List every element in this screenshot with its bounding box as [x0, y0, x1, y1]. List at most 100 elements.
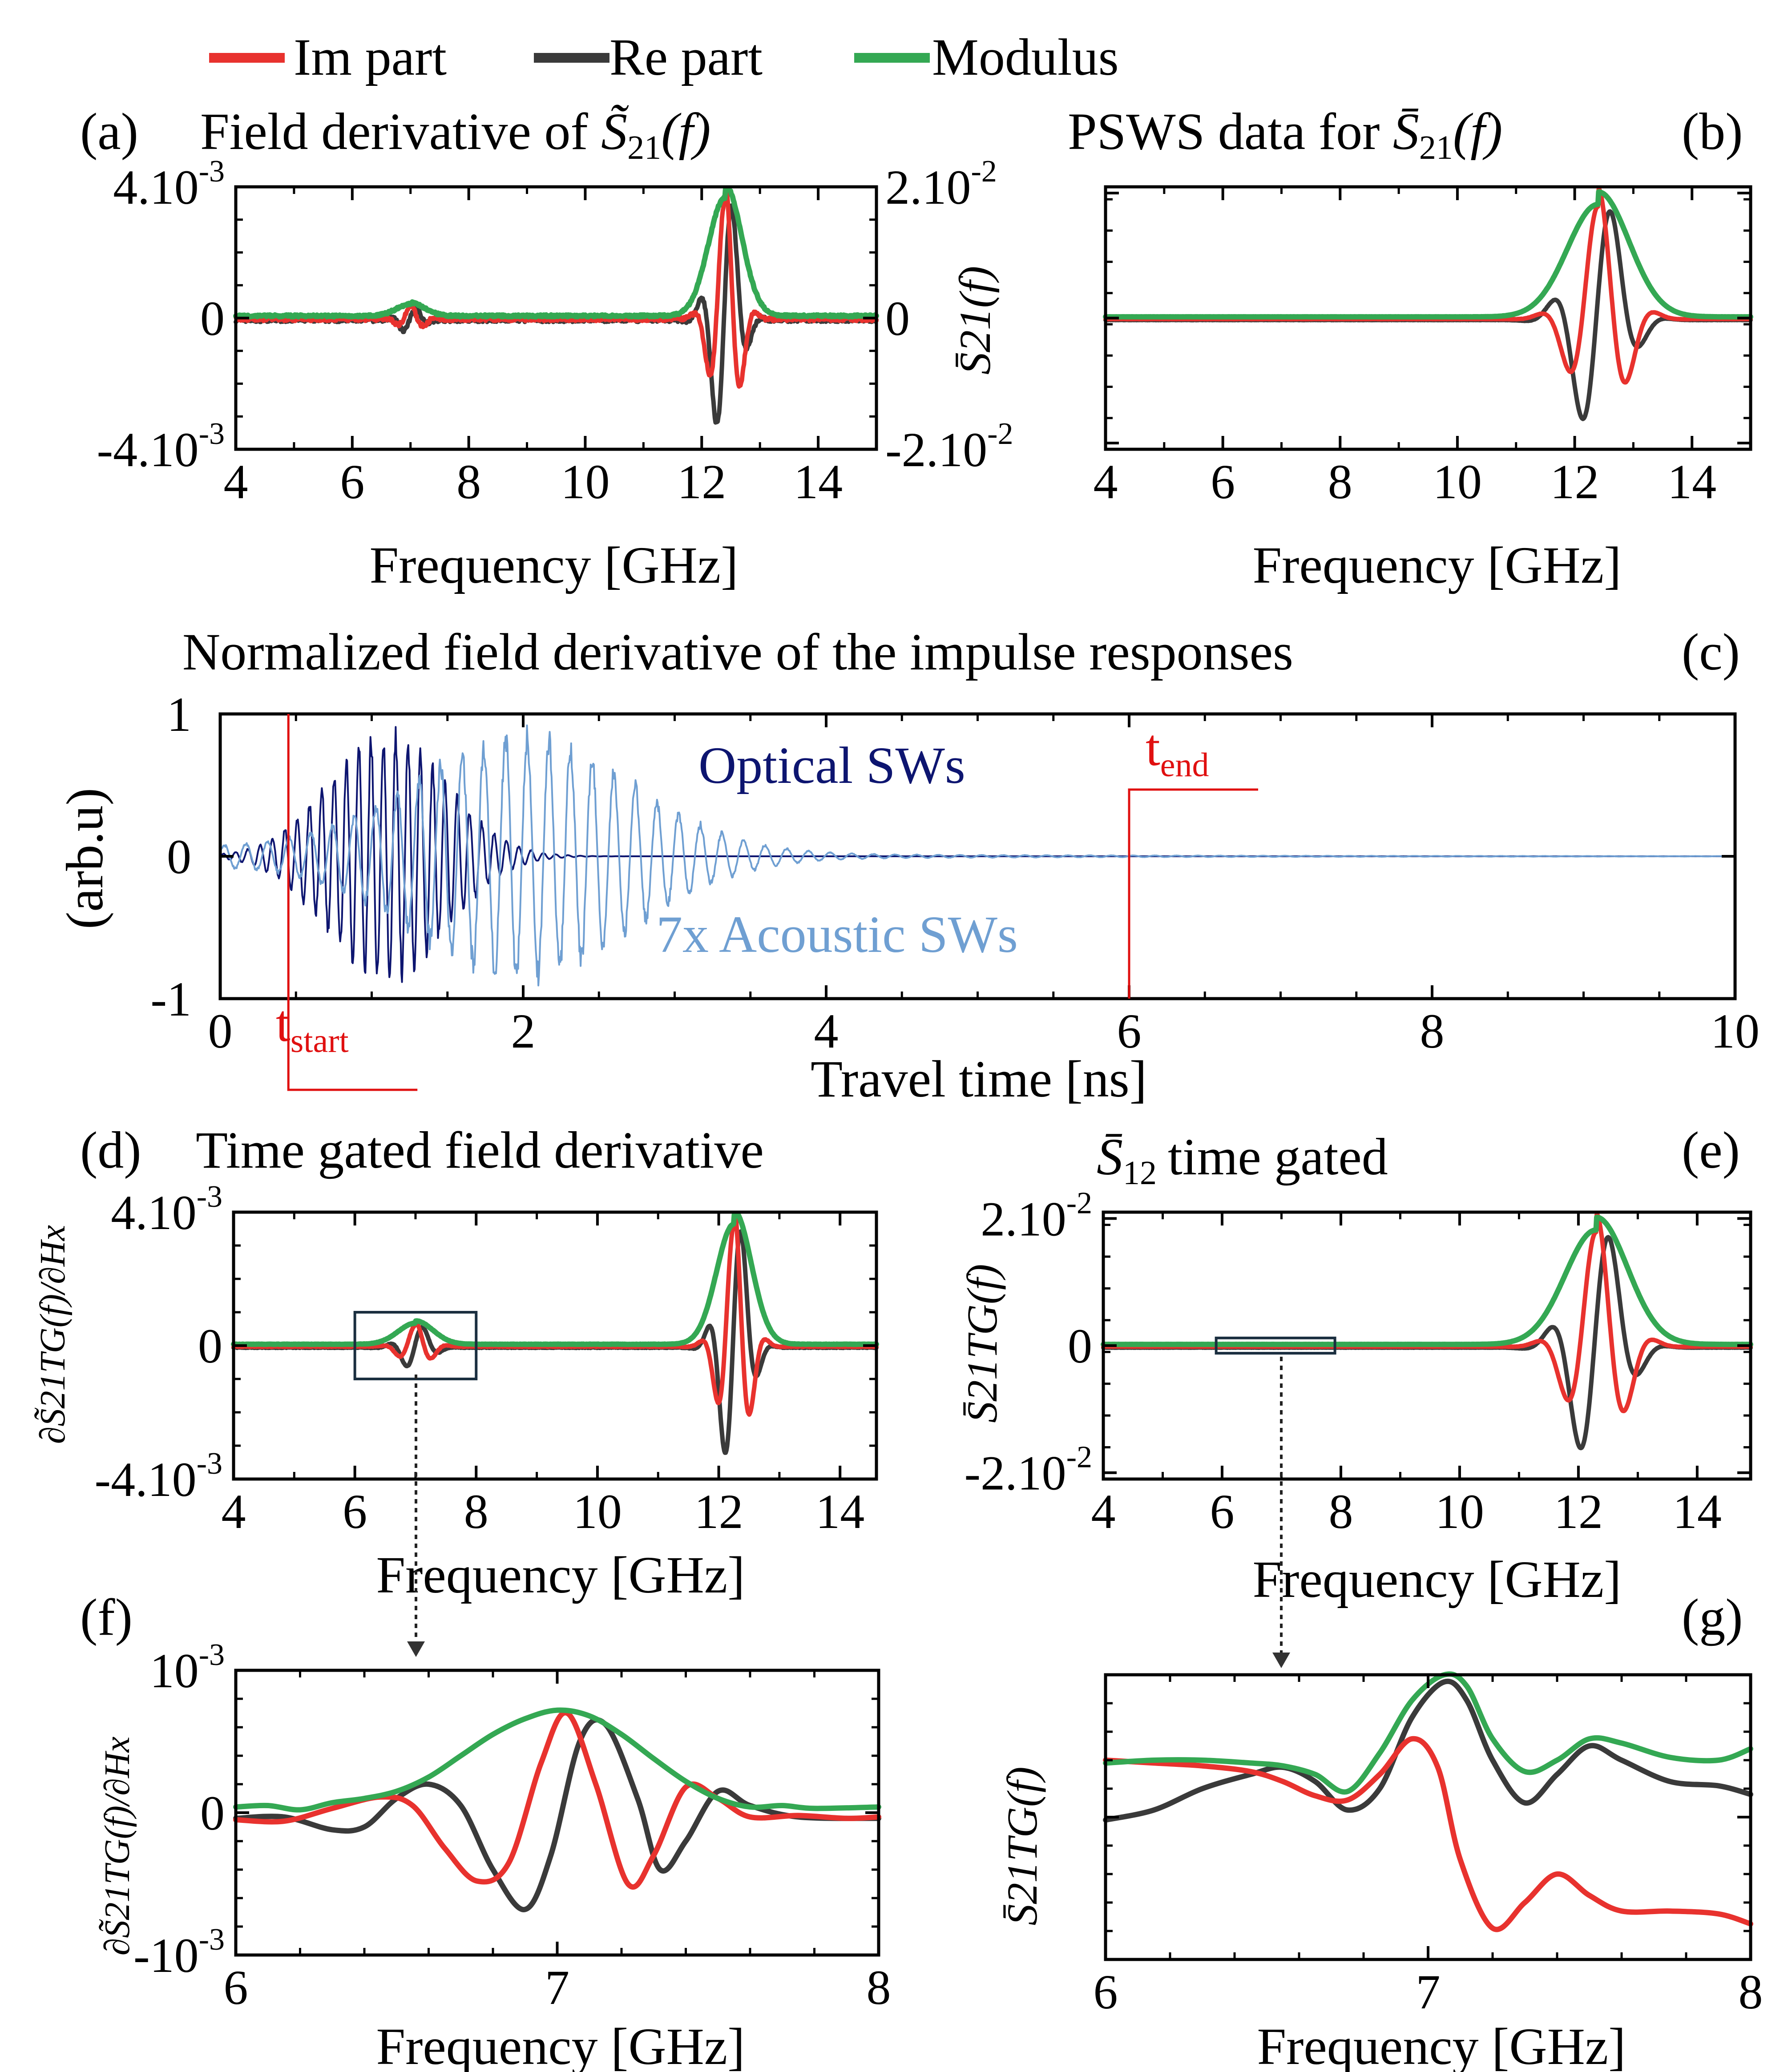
t-start-marker: [287, 714, 418, 1091]
y-tick-label-c: 0: [167, 830, 191, 884]
panel-d-title: Time gated field derivative: [196, 1121, 764, 1179]
panel-e-xlabel: Frequency [GHz]: [1253, 1550, 1622, 1608]
y-tick-base-d: 4.10: [111, 1185, 197, 1240]
y-tick-exp-e: -2: [1066, 1440, 1092, 1475]
panel-e-title-math: S̄: [1097, 1128, 1123, 1186]
x-tick-label-g: 8: [1739, 1965, 1763, 2019]
y-tick-label-e: 0: [1068, 1319, 1092, 1373]
panel-a-title-sub: 21: [627, 129, 661, 166]
x-tick-label-d: 10: [573, 1484, 622, 1539]
x-tick-label-g: 6: [1094, 1965, 1118, 2019]
x-tick-label-c: 2: [511, 1004, 536, 1058]
panel-f-xlabel: Frequency [GHz]: [376, 2017, 745, 2072]
chart-g: 6 7 8: [1094, 1671, 1763, 2019]
y-tick-exp-e: -2: [1066, 1186, 1092, 1220]
t-end-label: tend: [1146, 718, 1209, 784]
re-part-line-f: [233, 1717, 881, 1912]
modulus-line-d: [231, 1212, 879, 1347]
panel-b-title-arg: (f): [1453, 102, 1502, 161]
panel-d-xlabel: Frequency [GHz]: [376, 1546, 745, 1604]
legend-mod-label: Modulus: [932, 28, 1119, 86]
y-tick-label-f: 0: [200, 1786, 225, 1840]
panel-d-label: (d): [80, 1121, 141, 1179]
panel-a-title-arg: (f): [661, 102, 710, 161]
chart-f: 6 7 810-30-10-3: [133, 1638, 891, 2015]
zoom-arrowhead-e: [1272, 1653, 1290, 1668]
x-tick-label-c: 10: [1711, 1004, 1760, 1058]
legend-im-label: Im part: [294, 28, 447, 86]
y-tick-label-c: -1: [150, 972, 191, 1026]
panel-e-ylabel: S̄21TG(f): [958, 1264, 1006, 1423]
x-tick-label-e: 10: [1435, 1484, 1484, 1539]
y-tick-label-f: -10-3: [133, 1923, 225, 1983]
x-tick-label-b: 4: [1094, 455, 1118, 509]
y-tick-label-a: 4.10-3: [113, 154, 225, 214]
panel-a-ylabel-right: S̄21(f): [950, 266, 1000, 375]
panel-g-label: (g): [1682, 1588, 1743, 1646]
zoom-box-e: [1215, 1336, 1336, 1355]
panel-a-label: (a): [80, 102, 138, 161]
t-start-sub: start: [291, 1022, 349, 1060]
t-end-sub: end: [1160, 746, 1209, 784]
y-tick-label-right-a: 2.10-2: [885, 154, 997, 214]
y-tick-exp-right-a: -2: [971, 154, 997, 189]
y-tick-label-right-a: 0: [885, 291, 910, 346]
im-part-line-a: [234, 187, 879, 389]
y-tick-base-e: 0: [1068, 1319, 1092, 1373]
panel-b-title-math: S̄: [1393, 102, 1419, 161]
panel-c-title: Normalized field derivative of the impul…: [182, 623, 1293, 681]
panel-b-xlabel: Frequency [GHz]: [1253, 536, 1622, 594]
zoom-arrowhead-d: [407, 1641, 425, 1657]
chart-d: 4 6 8 10 12 144.10-30-4.10-3: [95, 1180, 879, 1539]
y-tick-label-a: -4.10-3: [97, 417, 225, 477]
im-part-line-g: [1103, 1736, 1753, 1932]
x-tick-label-b: 10: [1433, 455, 1482, 509]
x-tick-label-b: 14: [1667, 455, 1716, 509]
acoustic-sw-label: 7x Acoustic SWs: [656, 905, 1018, 963]
y-tick-base-right-a: -2.10: [885, 423, 987, 477]
chart-e: 4 6 8 10 12 142.10-20-2.10-2: [965, 1186, 1753, 1539]
panel-e-title-sub: 12: [1123, 1154, 1157, 1192]
x-tick-label-d: 4: [222, 1484, 246, 1539]
y-tick-exp-f: -3: [199, 1923, 225, 1957]
x-tick-label-a: 4: [224, 455, 248, 509]
acoustic-sw-line: [219, 724, 1736, 987]
panel-b-title-text: PSWS data for: [1068, 102, 1380, 161]
y-tick-exp-a: -3: [199, 154, 225, 189]
x-tick-label-f: 6: [224, 1960, 248, 2015]
x-tick-label-g: 7: [1416, 1965, 1441, 2019]
panel-c-ylabel: (arb.u): [56, 788, 114, 929]
panel-f-ylabel: ∂S̃21TG(f)/∂Hx: [98, 1737, 137, 1955]
re-part-line-g: [1103, 1678, 1753, 1823]
plot-frame-g: [1104, 1673, 1752, 1961]
x-tick-label-a: 8: [456, 455, 481, 509]
t-start-label: tstart: [276, 994, 349, 1060]
x-tick-label-e: 6: [1210, 1484, 1234, 1539]
panel-c-label: (c): [1682, 623, 1740, 681]
panel-b-label: (b): [1682, 102, 1743, 161]
y-tick-label-right-a: -2.10-2: [885, 417, 1013, 477]
y-tick-base-right-a: 2.10: [885, 160, 971, 214]
x-tick-label-c: 0: [208, 1004, 233, 1058]
y-tick-label-f: 10-3: [150, 1638, 225, 1698]
im-part-line-b: [1103, 187, 1753, 385]
optical-sw-label: Optical SWs: [698, 736, 965, 794]
panel-a-xlabel: Frequency [GHz]: [370, 536, 739, 594]
x-tick-label-c: 4: [814, 1004, 839, 1058]
x-tick-label-e: 12: [1554, 1484, 1603, 1539]
panel-g-ylabel: S̄21TG(f): [998, 1766, 1046, 1925]
panel-e-label: (e): [1682, 1121, 1740, 1179]
modulus-line-a: [233, 186, 879, 320]
y-tick-exp-f: -3: [199, 1638, 225, 1672]
t-start-t: t: [276, 994, 291, 1052]
modulus-line-b: [1103, 189, 1753, 320]
y-tick-label-a: 0: [200, 291, 225, 346]
chart-a: 4 6 8 10 12 144.10-30-4.10-32.10-20-2.10-2: [97, 154, 1013, 509]
modulus-line-e: [1101, 1214, 1753, 1347]
x-tick-label-f: 8: [867, 1960, 891, 2015]
panel-e-title-text: time gated: [1168, 1128, 1388, 1186]
y-tick-label-c: 1: [167, 687, 191, 742]
panel-e-title: S̄12 time gated: [1097, 1128, 1388, 1192]
y-tick-label-e: 2.10-2: [981, 1186, 1092, 1246]
